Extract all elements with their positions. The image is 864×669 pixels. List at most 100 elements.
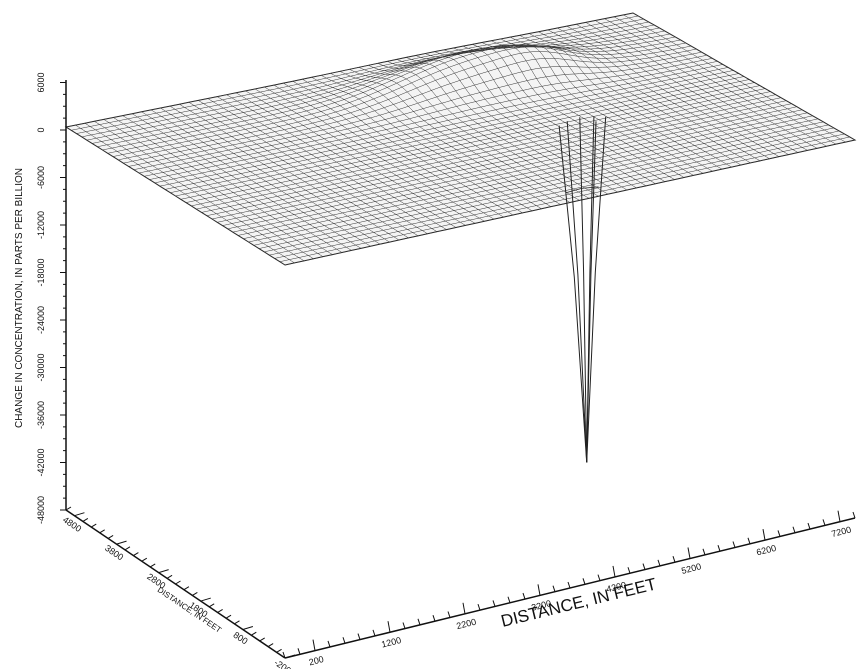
x-tick: [507, 596, 511, 603]
mesh-line-v: [284, 139, 856, 266]
x-tick: [552, 585, 556, 592]
mesh-line-v: [253, 121, 824, 246]
x-tick-label: 2200: [455, 617, 477, 632]
x-tick: [717, 544, 721, 552]
y-tick: [267, 643, 274, 648]
mesh-line-v: [133, 51, 702, 170]
y-tick: [124, 546, 131, 551]
sink-edge: [586, 116, 607, 463]
x-tick: [477, 603, 481, 611]
mesh-line-v: [76, 18, 644, 134]
mesh-line-v: [65, 12, 634, 128]
y-tick: [183, 586, 190, 591]
mesh-line-v: [258, 124, 829, 249]
mesh-line-v: [86, 24, 655, 141]
x-tick: [297, 648, 301, 655]
mesh-line-v: [211, 97, 782, 220]
y-tick-label: 3800: [103, 543, 125, 562]
x-tick: [597, 574, 601, 581]
y-tick: [217, 609, 223, 613]
mesh-line-v: [154, 64, 723, 184]
mesh-line-v: [222, 103, 792, 226]
z-tick-label: -36000: [36, 401, 46, 429]
y-tick: [276, 648, 282, 653]
x-tick: [777, 530, 781, 537]
x-axis-label: DISTANCE, IN FEET: [499, 574, 658, 630]
y-tick: [99, 529, 105, 534]
x-tick: [762, 529, 766, 541]
x-tick: [327, 640, 331, 648]
y-tick: [234, 620, 240, 625]
y-tick: [116, 540, 127, 545]
x-tick: [312, 639, 316, 651]
x-tick-label: 6200: [755, 543, 777, 558]
y-tick: [192, 591, 198, 596]
z-tick-label: -6000: [36, 166, 46, 189]
x-tick-label: 4200: [605, 580, 627, 595]
mesh-line-v: [269, 130, 840, 256]
mesh-line-v: [243, 115, 813, 239]
z-tick-label: -42000: [36, 448, 46, 476]
mesh-line-v: [97, 30, 665, 147]
mesh-line-v: [238, 112, 808, 236]
x-tick: [342, 637, 346, 644]
x-tick-label: 200: [308, 654, 325, 667]
mesh-line-v: [201, 91, 771, 213]
mesh-line-v: [180, 79, 750, 200]
x-tick: [462, 602, 466, 614]
mesh-line-v: [185, 82, 755, 203]
axis-ticks: [60, 82, 856, 659]
x-tick: [492, 600, 496, 607]
mesh-line-v: [149, 61, 718, 180]
y-tick: [133, 552, 139, 556]
x-tick: [807, 522, 811, 530]
x-tick-label: 3200: [530, 598, 552, 613]
y-tick: [175, 580, 181, 585]
x-tick-label: 1200: [380, 635, 402, 650]
y-tick: [141, 557, 148, 562]
y-tick: [65, 506, 72, 511]
x-tick: [627, 567, 631, 574]
mesh-line-v: [170, 73, 739, 193]
x-tick: [822, 519, 826, 526]
x-tick: [387, 621, 391, 633]
y-tick: [91, 523, 97, 528]
mesh-line-v: [112, 39, 681, 157]
x-tick: [732, 541, 736, 548]
x-tick: [642, 563, 646, 570]
mesh-line-v: [165, 70, 734, 190]
mesh-line-v: [191, 85, 760, 207]
z-tick-label: -18000: [36, 258, 46, 286]
surface-mesh: [64, 12, 857, 266]
x-tick: [582, 578, 586, 585]
x-tick: [402, 622, 406, 629]
y-tick: [208, 603, 215, 608]
y-tick: [251, 631, 257, 636]
mesh-line-v: [248, 118, 819, 243]
z-axis-label: CHANGE IN CONCENTRATION, IN PARTS PER BI…: [14, 168, 25, 428]
y-tick: [107, 535, 114, 539]
mesh-line-v: [206, 94, 776, 216]
x-tick: [612, 565, 616, 578]
x-tick: [657, 559, 661, 567]
y-tick: [166, 574, 173, 579]
x-tick: [417, 618, 421, 626]
sink-edge: [566, 121, 588, 463]
x-tick: [837, 510, 841, 522]
x-tick: [537, 584, 541, 596]
mesh-line-v: [264, 127, 834, 253]
sink-ring: [565, 186, 599, 194]
y-tick: [242, 626, 254, 631]
x-tick: [522, 592, 526, 600]
mesh-line-v: [175, 76, 745, 197]
mesh-line-v: [279, 136, 850, 262]
x-tick: [357, 633, 361, 640]
mesh-line-v: [81, 21, 649, 138]
y-tick: [284, 654, 296, 659]
z-tick-label: -24000: [36, 306, 46, 334]
mesh-line-v: [159, 67, 729, 187]
y-tick: [158, 569, 169, 574]
y-tick: [82, 517, 89, 522]
y-tick: [200, 597, 211, 602]
x-tick: [432, 614, 436, 622]
